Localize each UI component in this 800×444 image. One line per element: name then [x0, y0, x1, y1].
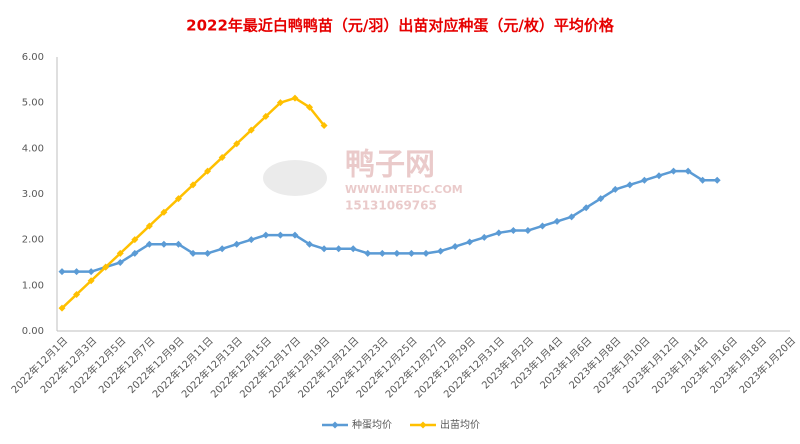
- point-marker: [437, 247, 445, 255]
- point-marker: [262, 112, 270, 120]
- point-marker: [568, 213, 576, 221]
- point-marker: [699, 176, 707, 184]
- point-marker: [684, 167, 692, 175]
- point-marker: [87, 268, 95, 276]
- y-tick-label: 5.00: [22, 98, 44, 109]
- watermark: 鸭子网 WWW.INTEDC.COM 15131069765: [263, 148, 463, 213]
- point-marker: [102, 263, 110, 271]
- point-marker: [538, 222, 546, 230]
- y-tick-label: 0.00: [22, 326, 44, 337]
- point-marker: [87, 277, 95, 285]
- chart-title: 2022年最近白鸭鸭苗（元/羽）出苗对应种蛋（元/枚）平均价格: [186, 17, 615, 35]
- point-marker: [291, 231, 299, 239]
- point-marker: [335, 245, 343, 253]
- point-marker: [364, 249, 372, 257]
- point-marker: [174, 195, 182, 203]
- point-marker: [233, 140, 241, 148]
- point-marker: [73, 268, 81, 276]
- point-marker: [262, 231, 270, 239]
- point-marker: [189, 181, 197, 189]
- y-tick-label: 4.00: [22, 143, 44, 154]
- point-marker: [233, 240, 241, 248]
- point-marker: [276, 99, 284, 107]
- point-marker: [378, 249, 386, 257]
- point-marker: [116, 259, 124, 266]
- legend-marker: [419, 421, 427, 429]
- point-marker: [160, 208, 168, 216]
- point-marker: [116, 249, 124, 257]
- y-tick-label: 2.00: [22, 235, 44, 246]
- point-marker: [451, 243, 459, 251]
- point-marker: [670, 167, 678, 175]
- legend-label: 种蛋均价: [352, 418, 392, 431]
- point-marker: [626, 181, 634, 189]
- point-marker: [58, 304, 66, 312]
- y-tick-label: 1.00: [22, 280, 44, 291]
- point-marker: [306, 240, 314, 248]
- point-marker: [131, 249, 139, 257]
- legend-label: 出苗均价: [440, 418, 480, 431]
- point-marker: [218, 153, 226, 161]
- point-marker: [320, 245, 328, 253]
- point-marker: [145, 222, 153, 230]
- point-marker: [204, 249, 212, 257]
- watermark-logo: [263, 160, 327, 196]
- point-marker: [422, 249, 430, 257]
- point-marker: [393, 249, 401, 257]
- point-marker: [204, 167, 212, 175]
- point-marker: [582, 204, 590, 212]
- point-marker: [174, 240, 182, 248]
- point-marker: [218, 245, 226, 253]
- point-marker: [655, 172, 663, 180]
- watermark-text: 15131069765: [345, 199, 437, 213]
- point-marker: [247, 126, 255, 134]
- point-marker: [524, 227, 532, 235]
- series-line: [62, 169, 718, 273]
- point-marker: [189, 249, 197, 257]
- point-marker: [509, 227, 517, 235]
- point-marker: [466, 238, 474, 246]
- point-marker: [320, 122, 328, 129]
- legend-marker: [331, 421, 339, 429]
- point-marker: [247, 236, 255, 244]
- point-marker: [553, 217, 561, 225]
- point-marker: [407, 249, 415, 257]
- point-marker: [349, 245, 357, 253]
- point-marker: [597, 195, 605, 203]
- point-marker: [713, 176, 721, 184]
- point-marker: [58, 268, 66, 276]
- point-marker: [306, 103, 314, 111]
- point-marker: [145, 240, 153, 248]
- point-marker: [276, 231, 284, 239]
- point-marker: [495, 229, 503, 237]
- point-marker: [291, 94, 299, 102]
- point-marker: [73, 290, 81, 298]
- point-marker: [131, 236, 139, 244]
- series-line: [61, 96, 326, 310]
- y-tick-label: 3.00: [22, 189, 44, 200]
- point-marker: [640, 176, 648, 184]
- point-marker: [611, 185, 619, 193]
- y-tick-label: 6.00: [22, 52, 44, 63]
- watermark-text: WWW.INTEDC.COM: [345, 183, 463, 196]
- point-marker: [160, 240, 168, 248]
- point-marker: [480, 233, 488, 241]
- watermark-text: 鸭子网: [345, 148, 435, 183]
